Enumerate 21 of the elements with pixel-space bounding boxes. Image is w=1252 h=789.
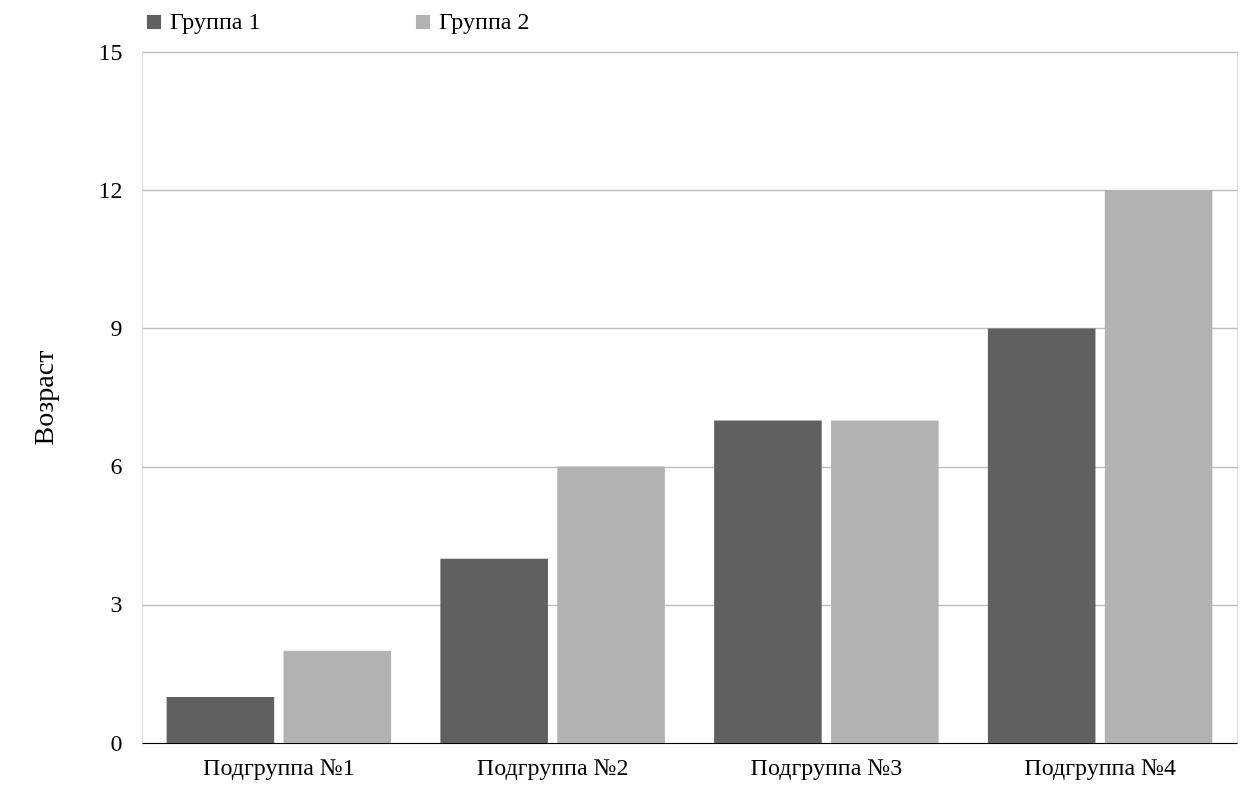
- y-tick-label: 0: [110, 729, 123, 756]
- y-tick-label: 6: [110, 453, 123, 480]
- bar: [831, 420, 939, 743]
- bar: [557, 466, 665, 743]
- y-tick-label: 3: [110, 591, 123, 618]
- bar: [440, 558, 548, 743]
- legend-label: Группа 1: [170, 8, 261, 34]
- bar: [166, 696, 275, 743]
- y-axis-title: Возраст: [27, 350, 59, 446]
- bar: [987, 328, 1096, 743]
- y-tick-label: 12: [98, 176, 123, 203]
- y-tick-label: 9: [110, 314, 123, 341]
- x-tick-label: Подгруппа №1: [203, 753, 355, 780]
- bar: [283, 650, 392, 743]
- x-tick-label: Подгруппа №2: [476, 753, 629, 780]
- bar: [714, 420, 822, 743]
- y-tick-label: 15: [98, 38, 123, 65]
- bar: [1104, 190, 1213, 743]
- x-tick-label: Подгруппа №4: [1024, 753, 1176, 780]
- legend-label: Группа 2: [439, 8, 530, 34]
- x-tick-label: Подгруппа №3: [750, 753, 903, 780]
